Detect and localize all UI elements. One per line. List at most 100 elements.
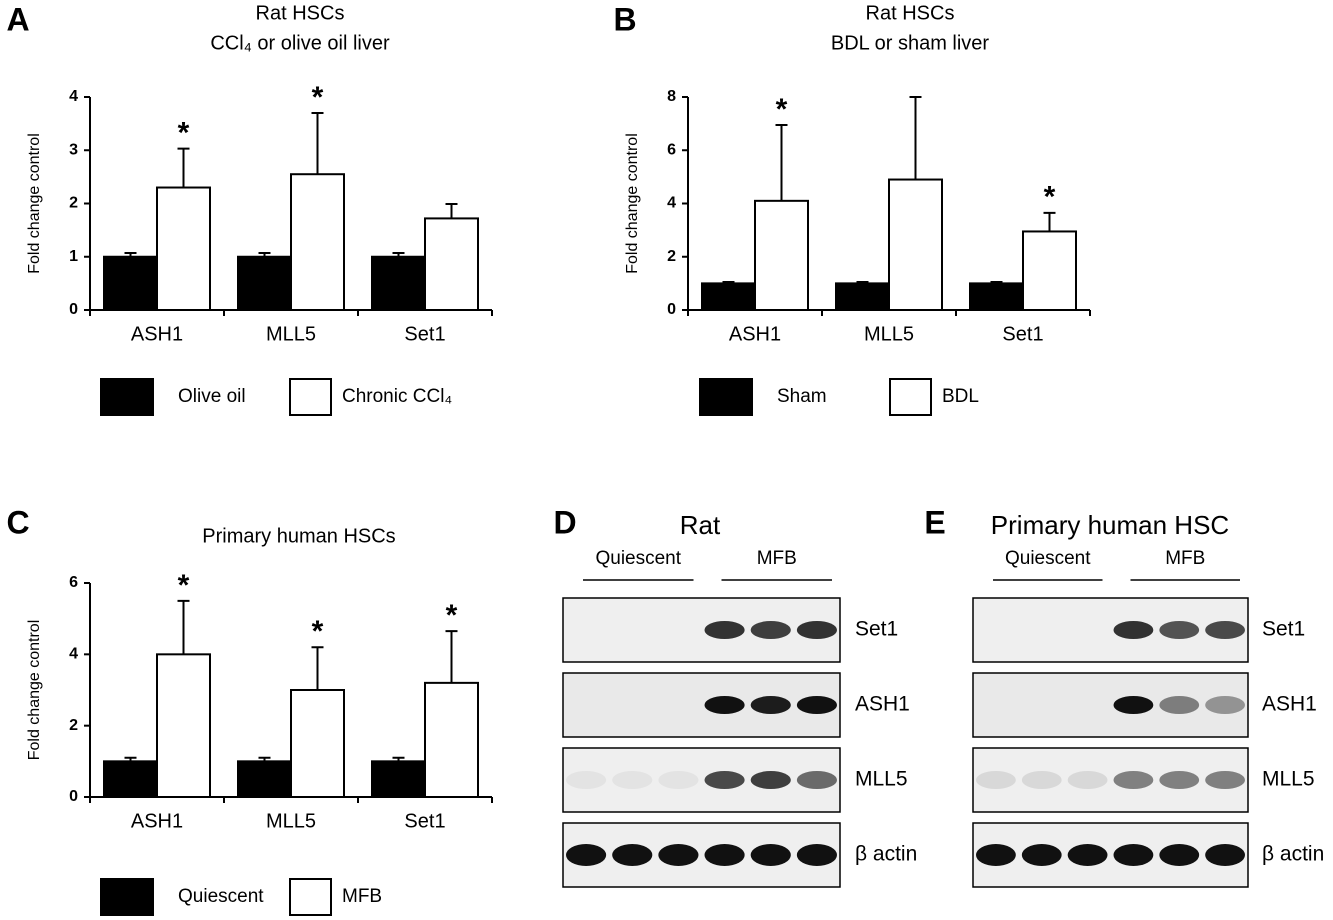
blot-band [1205, 771, 1246, 789]
x-tick-label: MLL5 [266, 810, 316, 832]
significance-marker: * [178, 117, 190, 150]
legend-swatch [699, 378, 753, 416]
chart-subtitle: BDL or sham liver [831, 32, 990, 54]
blot-band [750, 771, 791, 789]
chart-subtitle: CCl₄ or olive oil liver [210, 32, 390, 54]
y-tick-label: 6 [667, 141, 676, 158]
x-tick-label: ASH1 [131, 810, 183, 832]
chart-title: Rat HSCs [866, 2, 955, 24]
significance-marker: * [312, 615, 324, 648]
y-tick-label: 0 [69, 788, 78, 805]
error-bar [909, 96, 922, 180]
error-bar [177, 599, 190, 655]
blot-band [658, 844, 699, 866]
bar [424, 681, 479, 798]
chart-title: Rat HSCs [256, 2, 345, 24]
bar [103, 255, 158, 311]
blot-band [1113, 771, 1154, 789]
bar [1022, 230, 1077, 311]
lane-group-label: Quiescent [1005, 548, 1091, 569]
legend-label: Olive oil [178, 386, 246, 407]
y-axis-label: Fold change control [26, 620, 43, 761]
legend-swatch [889, 378, 932, 416]
blot-band [1205, 696, 1246, 714]
panel-letter: A [6, 1, 29, 37]
blot-band [1113, 696, 1154, 714]
blot-row-label: β actin [855, 843, 917, 866]
blot-band [750, 696, 791, 714]
blot-band [750, 844, 791, 866]
blot-band [566, 771, 607, 789]
bar [371, 255, 426, 311]
bar [424, 217, 479, 311]
error-bar [311, 646, 324, 690]
panel-letter: B [613, 1, 636, 37]
legend-label: Sham [777, 386, 827, 407]
lane-group-label: Quiescent [595, 548, 681, 569]
error-bar [445, 203, 458, 219]
significance-marker: * [446, 599, 458, 632]
blot-panel [972, 672, 1249, 738]
blot-band [704, 696, 745, 714]
legend-swatch [289, 878, 332, 916]
blot-row-label: ASH1 [1262, 693, 1317, 716]
bar [754, 199, 809, 311]
error-bar [177, 147, 190, 188]
chart-title: Primary human HSCs [202, 525, 395, 547]
significance-marker: * [776, 93, 788, 126]
error-bar [392, 252, 405, 257]
blot-row-label: Set1 [855, 618, 898, 641]
y-tick-label: 4 [69, 646, 78, 663]
x-tick-label: Set1 [1002, 323, 1043, 345]
y-tick-label: 2 [667, 248, 676, 265]
bar [237, 760, 292, 798]
error-bar [990, 281, 1003, 284]
y-tick-label: 2 [69, 195, 78, 212]
blot-panel [972, 822, 1249, 888]
bar [835, 282, 890, 311]
blot-band [612, 771, 653, 789]
x-tick-label: MLL5 [266, 323, 316, 345]
blot-band [796, 844, 838, 866]
bar [701, 282, 756, 311]
y-tick-label: 0 [69, 301, 78, 318]
blot-band [704, 771, 745, 789]
bar [103, 760, 158, 798]
blot-band [1021, 844, 1062, 866]
significance-marker: * [178, 569, 190, 602]
bar [371, 760, 426, 798]
y-tick-label: 2 [69, 717, 78, 734]
blot-band [976, 844, 1016, 866]
blot-band [1067, 844, 1108, 866]
blot-panel [562, 597, 841, 663]
bar [969, 282, 1024, 311]
y-tick-label: 8 [667, 88, 676, 105]
y-axis-label: Fold change control [624, 133, 641, 274]
legend-label: BDL [942, 386, 979, 407]
x-tick-label: ASH1 [729, 323, 781, 345]
y-tick-label: 4 [667, 195, 676, 212]
blot-band [1113, 844, 1154, 866]
bar [237, 255, 292, 311]
error-bar [1043, 211, 1056, 232]
panel-letter: E [924, 504, 945, 540]
y-tick-label: 4 [69, 88, 78, 105]
blot-row-label: ASH1 [855, 693, 910, 716]
blot-band [796, 621, 838, 639]
y-tick-label: 0 [667, 301, 676, 318]
blot-band [796, 696, 838, 714]
blot-band [1113, 621, 1154, 639]
error-bar [258, 756, 271, 762]
lane-group-label: MFB [1165, 548, 1205, 569]
blot-band [566, 844, 607, 866]
blot-row-label: β actin [1262, 843, 1324, 866]
bar [888, 178, 943, 311]
blot-band [1159, 771, 1200, 789]
bar [290, 173, 345, 311]
blot-row-label: MLL5 [855, 768, 908, 791]
legend-swatch [289, 378, 332, 416]
significance-marker: * [312, 81, 324, 114]
error-bar [124, 252, 137, 257]
blot-band [1205, 844, 1246, 866]
